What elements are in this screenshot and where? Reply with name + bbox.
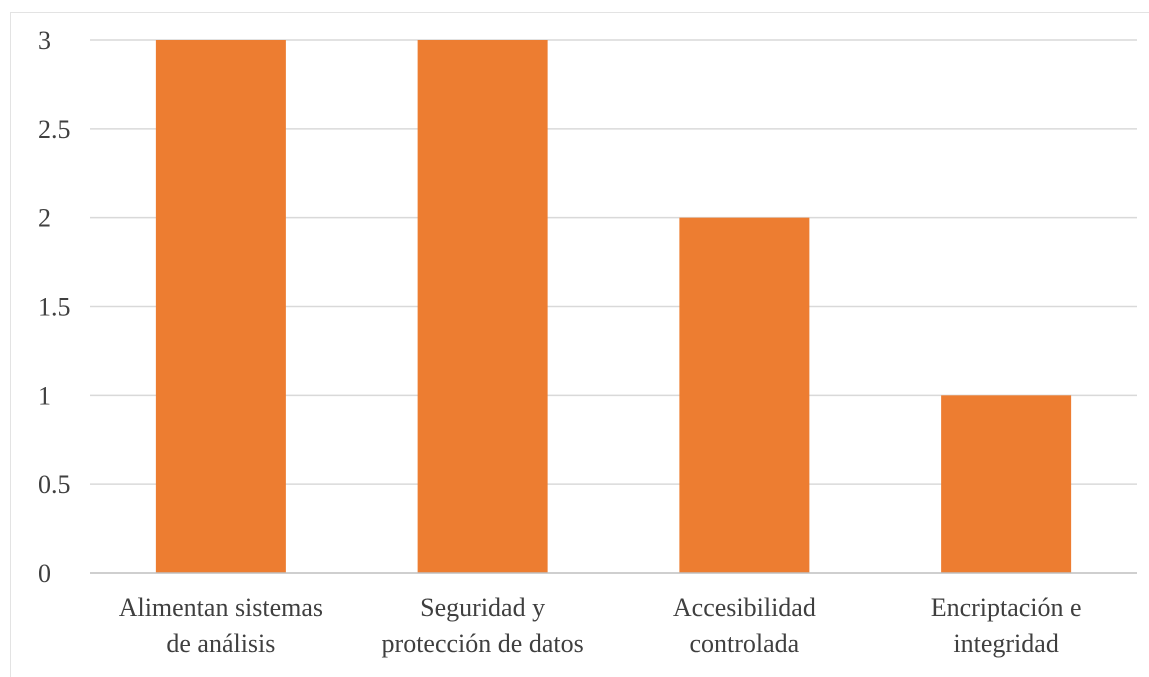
bar: [417, 40, 548, 573]
y-tick-label: 1.5: [38, 293, 71, 322]
bar: [941, 395, 1072, 573]
y-tick-label: 1: [38, 381, 51, 410]
x-tick-label: Encriptación e integridad: [931, 593, 1082, 658]
x-tick-label: Seguridad y protección de datos: [382, 593, 584, 658]
y-axis-tick-labels: 0 0.5 1 1.5 2 2.5 3: [38, 26, 71, 588]
bar: [155, 40, 286, 573]
y-tick-label: 0.5: [38, 470, 71, 499]
x-tick-label: Accesibilidad controlada: [673, 593, 816, 658]
bar: [679, 217, 810, 573]
bars: [155, 40, 1072, 573]
x-axis-category-labels: Alimentan sistemas de análisis Seguridad y…: [119, 593, 1082, 658]
y-tick-label: 2: [38, 204, 51, 233]
chart-frame: [10, 12, 1149, 677]
y-tick-label: 3: [38, 26, 51, 55]
y-tick-label: 2.5: [38, 115, 71, 144]
y-tick-label: 0: [38, 559, 51, 588]
x-tick-label: Alimentan sistemas de análisis: [119, 593, 323, 658]
